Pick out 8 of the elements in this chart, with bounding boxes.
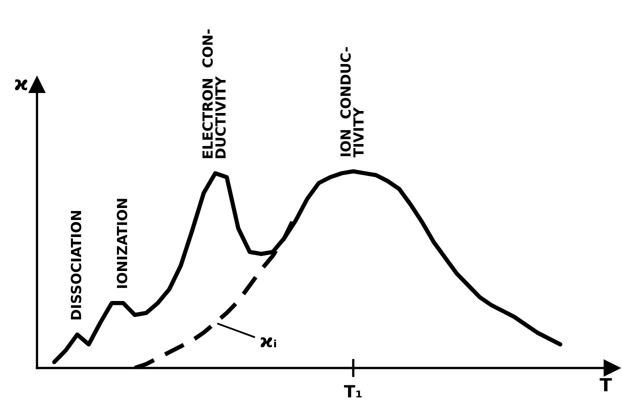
text: T₁ — [344, 385, 362, 398]
text: ION CONDUC- TIVITY — [340, 47, 364, 158]
annotation: DISSOCIATION — [70, 210, 82, 320]
annotation: IONIZATION — [116, 198, 128, 288]
text: ELECTRON CON- DUCTIVITY — [202, 29, 226, 158]
legend-label: ϰᵢ — [260, 337, 276, 348]
y-axis-title: ϰ — [14, 79, 28, 90]
x-axis-title: T — [600, 378, 612, 392]
